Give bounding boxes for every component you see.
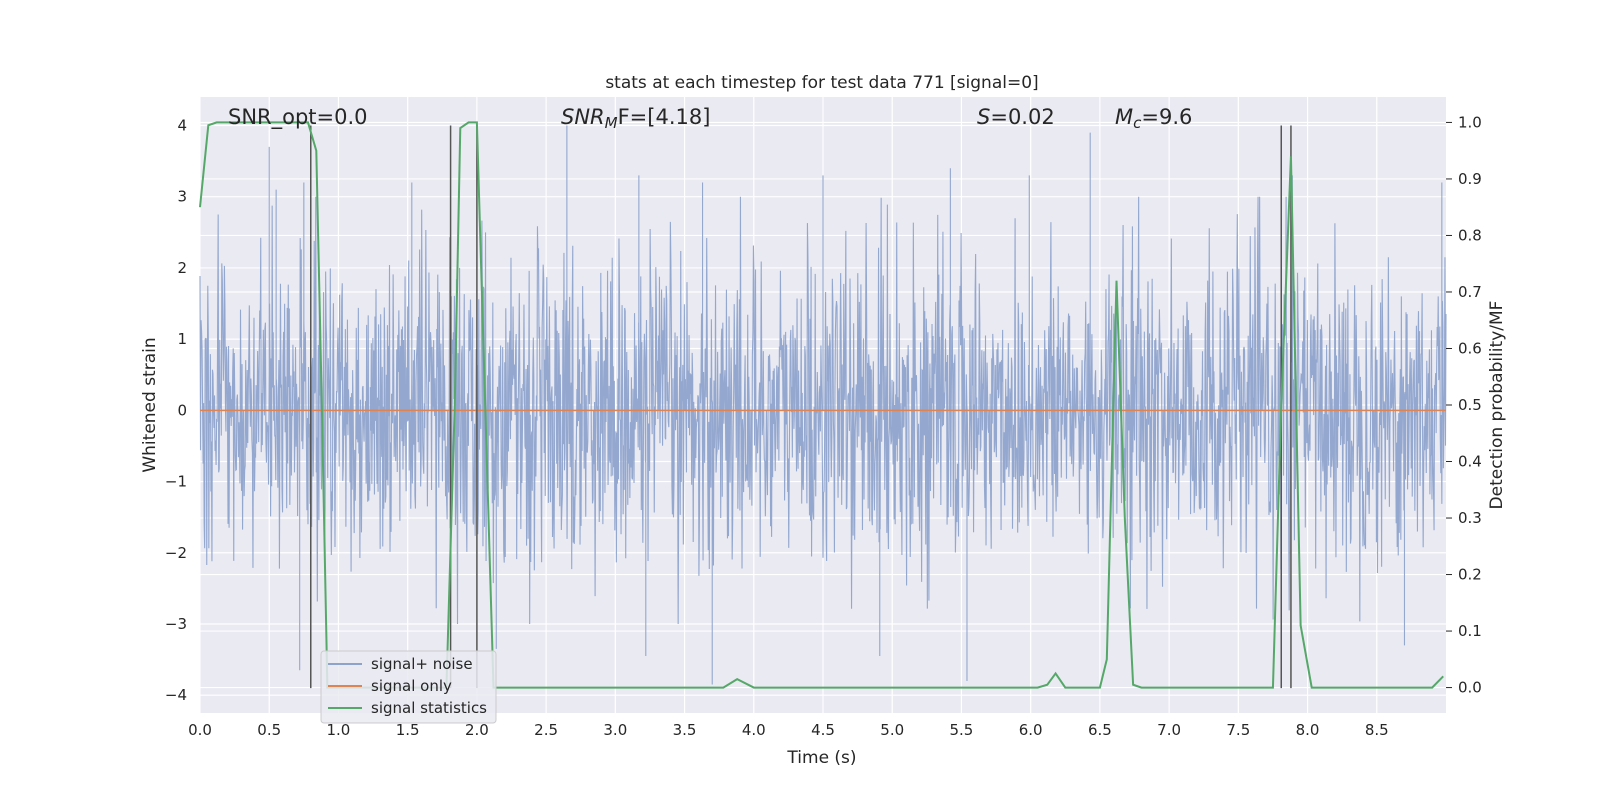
y-right-axis-label: Detection probability/MF <box>1487 301 1507 510</box>
annotation-snr-mf-sub: M <box>605 114 618 132</box>
y-right-tick-label: 0.6 <box>1458 339 1482 357</box>
annotation-snr-opt: SNR_opt=0.0 <box>228 105 368 130</box>
y-right-tick-label: 0.7 <box>1458 283 1482 301</box>
y-right-tick-label: 0.5 <box>1458 396 1482 414</box>
x-tick-label: 2.5 <box>534 721 558 739</box>
y-right-tick-label: 1.0 <box>1458 113 1482 131</box>
vertical-lines <box>310 125 1292 689</box>
statistics-line <box>199 121 1444 689</box>
y-right-tick-label: 0.1 <box>1458 622 1482 640</box>
y-tick-label: −1 <box>165 473 187 491</box>
noise-line <box>199 125 1447 685</box>
noise-series <box>199 125 1447 685</box>
annotation-snr-mf-rest: F=[4.18] <box>618 105 711 129</box>
annotation-s: S=0.02 <box>977 105 1055 129</box>
x-tick-label: 8.5 <box>1365 721 1389 739</box>
y-right-tick-label: 0.0 <box>1458 679 1482 697</box>
x-axis-label: Time (s) <box>786 748 856 768</box>
y-tick-label: 2 <box>177 259 187 277</box>
x-tick-label: 6.0 <box>1019 721 1043 739</box>
annotation-s-rest: =0.02 <box>990 105 1054 129</box>
y-right-tick-label: 0.2 <box>1458 566 1482 584</box>
x-tick-label: 2.0 <box>465 721 489 739</box>
x-tick-label: 1.0 <box>327 721 351 739</box>
x-tick-label: 4.5 <box>811 721 835 739</box>
y-axis-label: Whitened strain <box>140 337 160 472</box>
x-tick-label: 0.5 <box>257 721 281 739</box>
annotation-mc-base: M <box>1115 105 1133 129</box>
legend-box <box>320 650 497 724</box>
y-tick-label: −3 <box>165 615 187 633</box>
x-tick-label: 8.0 <box>1296 721 1320 739</box>
y-right-tick-label: 0.9 <box>1458 170 1482 188</box>
annotation-snr-mf: SNRMF=[4.18] <box>561 105 710 132</box>
x-tick-label: 0.0 <box>188 721 212 739</box>
x-tick-label: 1.5 <box>396 721 420 739</box>
annotation-snr-mf-base: SNR <box>561 105 605 129</box>
chart-title: stats at each timestep for test data 771… <box>605 73 1038 93</box>
x-tick-label: 4.0 <box>742 721 766 739</box>
y-tick-label: 3 <box>177 188 187 206</box>
y-right-tick-label: 0.8 <box>1458 226 1482 244</box>
legend-entry-statistics: signal statistics <box>371 699 487 717</box>
statistics-series <box>199 121 1444 689</box>
annotation-mc: Mc=9.6 <box>1115 105 1192 132</box>
y-tick-label: 0 <box>177 401 187 419</box>
legend-entry-signal-only: signal only <box>371 677 452 695</box>
x-tick-label: 3.0 <box>603 721 627 739</box>
y-right-tick-label: 0.3 <box>1458 509 1482 527</box>
y-tick-label: 4 <box>177 116 187 134</box>
y-right-tick-labels: 0.0 0.1 0.2 0.3 0.4 0.5 0.6 0.7 0.8 0.9 1.0 <box>1446 113 1482 697</box>
annotation-mc-rest: =9.6 <box>1141 105 1192 129</box>
x-tick-labels: 0.0 0.5 1.0 1.5 2.0 2.5 3.0 3.5 4.0 4.5 5.0 5.5 6.0 6… <box>188 721 1389 739</box>
x-tick-label: 7.5 <box>1226 721 1250 739</box>
y-tick-label: −2 <box>165 544 187 562</box>
x-tick-label: 3.5 <box>673 721 697 739</box>
annotation-s-base: S <box>977 105 990 129</box>
y-right-tick-label: 0.4 <box>1458 453 1482 471</box>
legend: signal+ noise signal only signal statist… <box>320 650 497 724</box>
legend-entry-noise: signal+ noise <box>371 655 473 673</box>
y-tick-label: 1 <box>177 330 187 348</box>
y-tick-labels: −4 −3 −2 −1 0 1 2 3 4 <box>165 116 187 704</box>
x-tick-label: 7.0 <box>1157 721 1181 739</box>
annotation-mc-sub: c <box>1133 114 1142 132</box>
x-tick-label: 5.5 <box>950 721 974 739</box>
x-tick-label: 5.0 <box>880 721 904 739</box>
y-tick-label: −4 <box>165 686 187 704</box>
x-tick-label: 6.5 <box>1088 721 1112 739</box>
